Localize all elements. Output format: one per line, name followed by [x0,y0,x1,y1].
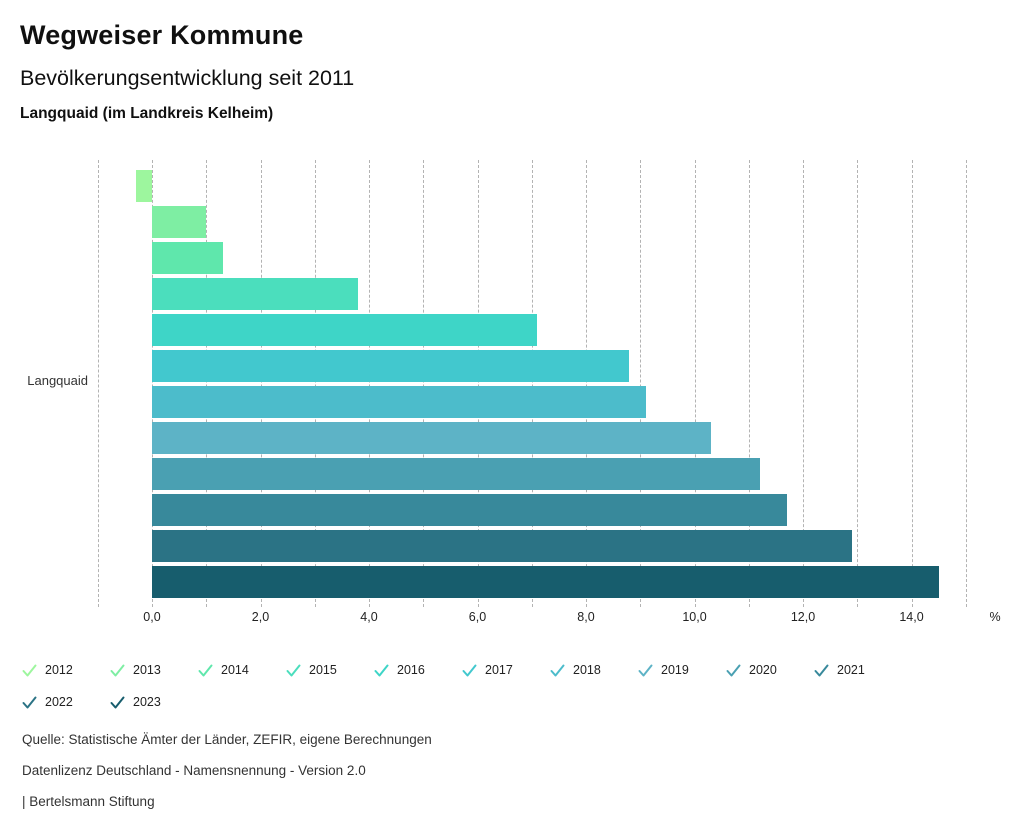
legend-year-label: 2012 [45,663,73,677]
gridline [965,160,967,607]
x-tick-label: 6,0 [468,610,487,624]
legend-item-2015[interactable]: 2015 [286,662,374,678]
gridline [531,160,533,607]
legend-item-2016[interactable]: 2016 [374,662,462,678]
attribution-line: | Bertelsmann Stiftung [22,794,155,809]
check-icon [286,664,301,676]
gridline [314,160,316,607]
chart-region-label: Langquaid (im Landkreis Kelheim) [20,105,274,122]
axis-unit-label: % [989,610,1001,624]
check-icon [550,664,565,676]
gridline [586,160,587,607]
bar-2023[interactable] [152,566,939,598]
source-line: Quelle: Statistische Ämter der Länder, Z… [22,732,432,747]
bar-2019[interactable] [152,422,711,454]
check-icon [638,664,653,676]
x-tick-label: 4,0 [360,610,378,624]
bar-2015[interactable] [152,278,359,310]
legend-item-2022[interactable]: 2022 [22,694,110,710]
bar-2012[interactable] [135,170,152,202]
gridline [748,160,750,607]
x-tick-label: 10,0 [682,610,707,624]
legend-year-label: 2015 [309,663,337,677]
bar-2020[interactable] [152,458,760,490]
legend-year-label: 2016 [397,663,425,677]
chart-legend: 2012 2013 2014 2015 2016 2017 2018 2019 2020 2021… [22,662,902,726]
bar-2013[interactable] [152,206,207,238]
gridline [152,160,153,607]
legend-item-2012[interactable]: 2012 [22,662,110,678]
legend-item-2014[interactable]: 2014 [198,662,286,678]
legend-year-label: 2023 [133,695,161,709]
x-tick-label: 14,0 [899,610,924,624]
gridline [911,160,913,607]
gridline [369,160,370,607]
gridline [97,160,99,607]
bar-2018[interactable] [152,386,646,418]
legend-item-2021[interactable]: 2021 [814,662,902,678]
check-icon [110,696,125,708]
legend-item-2023[interactable]: 2023 [110,694,198,710]
legend-year-label: 2021 [837,663,865,677]
legend-item-2013[interactable]: 2013 [110,662,198,678]
check-icon [814,664,829,676]
legend-year-label: 2020 [749,663,777,677]
check-icon [374,664,389,676]
legend-year-label: 2022 [45,695,73,709]
legend-item-2019[interactable]: 2019 [638,662,726,678]
check-icon [726,664,741,676]
legend-year-label: 2018 [573,663,601,677]
gridline [423,160,425,607]
legend-year-label: 2013 [133,663,161,677]
check-icon [22,696,37,708]
x-tick-label: 2,0 [251,610,270,624]
bar-2022[interactable] [152,530,852,562]
check-icon [462,664,477,676]
population-bar-chart: Langquaid 0,0 2,0 4,0 6,0 8,0 10,0 12,0 14,0 % [0,160,1024,635]
gridline [260,160,262,607]
gridline [206,160,208,607]
bar-2014[interactable] [152,242,223,274]
x-tick-label: 12,0 [790,610,816,624]
legend-item-2020[interactable]: 2020 [726,662,814,678]
x-tick-label: 8,0 [577,610,595,624]
legend-item-2017[interactable]: 2017 [462,662,550,678]
license-line: Datenlizenz Deutschland - Namensnennung … [22,763,366,778]
check-icon [22,664,37,676]
gridline [803,160,804,607]
gridline [640,160,642,607]
gridline [857,160,859,607]
legend-year-label: 2017 [485,663,513,677]
gridline [477,160,479,607]
legend-year-label: 2019 [661,663,689,677]
x-tick-label: 0,0 [143,610,161,624]
chart-title: Bevölkerungsentwicklung seit 2011 [20,66,355,90]
bar-2017[interactable] [152,350,630,382]
category-label: Langquaid [27,373,88,388]
chart-footer: Quelle: Statistische Ämter der Länder, Z… [22,733,432,826]
check-icon [110,664,125,676]
check-icon [198,664,213,676]
gridline [694,160,696,607]
legend-year-label: 2014 [221,663,249,677]
bar-2021[interactable] [152,494,787,526]
legend-item-2018[interactable]: 2018 [550,662,638,678]
page-title: Wegweiser Kommune [20,20,304,50]
bar-2016[interactable] [152,314,538,346]
